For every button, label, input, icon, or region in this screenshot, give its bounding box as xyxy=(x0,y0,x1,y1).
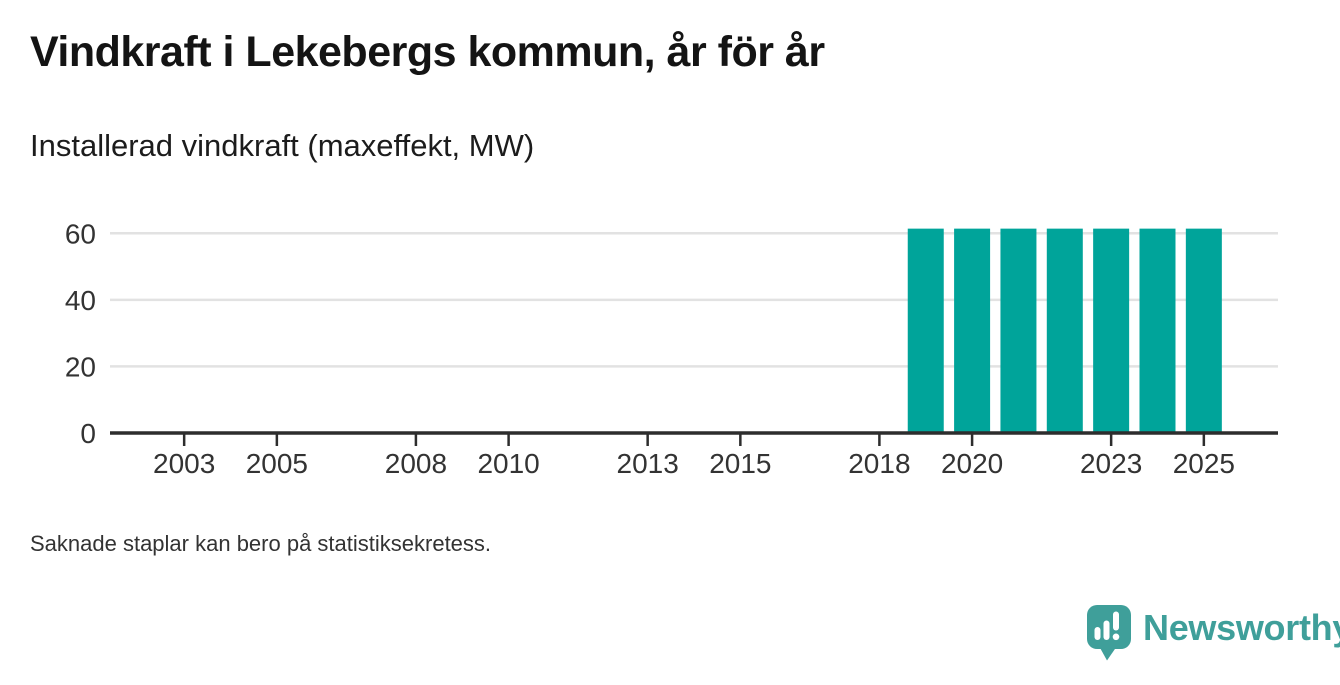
newsworthy-logo: Newsworthy xyxy=(1086,604,1340,661)
bar-2022 xyxy=(1046,228,1083,433)
x-tick-label-2013: 2013 xyxy=(617,448,679,479)
x-tick-label-2010: 2010 xyxy=(477,448,539,479)
y-tick-label-20: 20 xyxy=(65,351,96,382)
x-tick-label-2008: 2008 xyxy=(385,448,447,479)
x-tick-label-2023: 2023 xyxy=(1080,448,1142,479)
bar-2024 xyxy=(1139,228,1176,433)
chart-title: Vindkraft i Lekebergs kommun, år för år xyxy=(30,28,825,76)
x-tick-label-2015: 2015 xyxy=(709,448,771,479)
bar-2025 xyxy=(1185,228,1222,433)
bar-2021 xyxy=(1000,228,1037,433)
footnote-text: Saknade staplar kan bero på statistiksek… xyxy=(30,531,492,556)
chart-subtitle: Installerad vindkraft (maxeffekt, MW) xyxy=(30,128,535,163)
x-tick-label-2018: 2018 xyxy=(848,448,910,479)
speech-bubble-bar-chart-icon xyxy=(1087,605,1131,661)
x-tick-label-2003: 2003 xyxy=(153,448,215,479)
bar-2019 xyxy=(907,228,944,433)
x-tick-label-2005: 2005 xyxy=(246,448,308,479)
bar-2020 xyxy=(954,228,991,433)
x-tick-label-2025: 2025 xyxy=(1173,448,1235,479)
y-tick-label-0: 0 xyxy=(80,418,96,449)
newsworthy-wordmark: Newsworthy xyxy=(1143,607,1340,648)
x-tick-label-2020: 2020 xyxy=(941,448,1003,479)
y-tick-label-60: 60 xyxy=(65,218,96,249)
y-tick-label-40: 40 xyxy=(65,285,96,316)
bar-2023 xyxy=(1093,228,1130,433)
